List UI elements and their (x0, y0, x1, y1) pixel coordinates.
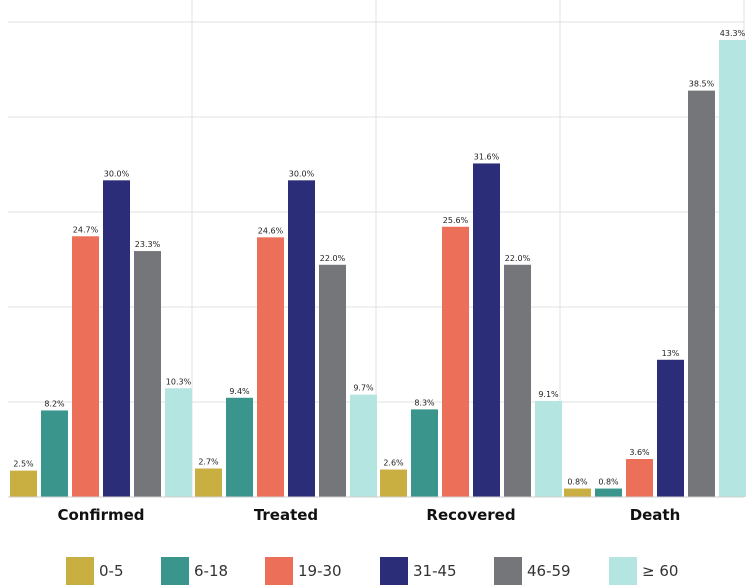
legend-swatch-4 (380, 557, 408, 585)
value-label-death-4: 13% (662, 349, 680, 358)
value-label-treated-2: 9.4% (229, 387, 250, 396)
value-label-treated-5: 22.0% (320, 254, 346, 263)
bar-recovered-4 (473, 163, 500, 497)
bar-death-3 (626, 459, 653, 497)
legend: 0-5 6-18 19-30 31-45 46-59 ≥ 60 (66, 557, 678, 585)
value-label-recovered-4: 31.6% (474, 152, 500, 161)
bar-treated-1 (195, 468, 222, 497)
legend-label-2: 6-18 (194, 562, 228, 580)
bar-treated-5 (319, 264, 346, 497)
bar-series (10, 39, 746, 498)
value-label-treated-1: 2.7% (198, 458, 219, 467)
category-label-confirmed: Confirmed (57, 506, 144, 524)
category-label-death: Death (630, 506, 681, 524)
bar-treated-4 (288, 180, 315, 498)
data-labels: 2.5% 8.2% 24.7% 30.0% 23.3% 10.3% 2.7% 9.4% 24.6… (13, 29, 745, 487)
value-label-recovered-5: 22.0% (505, 254, 531, 263)
legend-label-3: 19-30 (298, 562, 342, 580)
legend-swatch-5 (494, 557, 522, 585)
value-label-treated-6: 9.7% (353, 384, 374, 393)
value-label-death-1: 0.8% (567, 478, 588, 487)
bar-death-6 (719, 39, 746, 497)
category-label-treated: Treated (254, 506, 318, 524)
value-label-confirmed-5: 23.3% (135, 240, 161, 249)
legend-swatch-1 (66, 557, 94, 585)
legend-label-1: 0-5 (99, 562, 124, 580)
value-label-recovered-6: 9.1% (538, 390, 559, 399)
bar-recovered-3 (442, 226, 469, 497)
value-label-confirmed-3: 24.7% (73, 225, 99, 234)
legend-label-5: 46-59 (527, 562, 571, 580)
bar-treated-2 (226, 397, 253, 497)
bar-recovered-6 (535, 400, 562, 497)
bar-confirmed-1 (10, 470, 37, 497)
bar-confirmed-5 (134, 251, 161, 497)
bar-treated-3 (257, 237, 284, 498)
bar-confirmed-2 (41, 410, 68, 497)
value-label-recovered-3: 25.6% (443, 216, 469, 225)
value-label-confirmed-4: 30.0% (104, 169, 130, 178)
value-label-confirmed-1: 2.5% (13, 460, 34, 469)
value-label-treated-3: 24.6% (258, 226, 284, 235)
legend-swatch-6 (609, 557, 637, 585)
value-label-death-6: 43.3% (720, 29, 746, 38)
legend-swatch-2 (161, 557, 189, 585)
value-label-confirmed-2: 8.2% (44, 399, 65, 408)
value-label-confirmed-6: 10.3% (166, 377, 192, 386)
bar-recovered-2 (411, 409, 438, 497)
legend-swatch-3 (265, 557, 293, 585)
category-labels: Confirmed Treated Recovered Death (57, 506, 680, 524)
legend-label-4: 31-45 (413, 562, 457, 580)
bar-treated-6 (350, 394, 377, 497)
bar-confirmed-6 (165, 388, 192, 497)
value-label-recovered-1: 2.6% (383, 459, 404, 468)
value-label-treated-4: 30.0% (289, 169, 315, 178)
category-label-recovered: Recovered (426, 506, 515, 524)
legend-label-6: ≥ 60 (642, 562, 678, 580)
bar-death-4 (657, 359, 684, 497)
value-label-death-5: 38.5% (689, 80, 715, 89)
bar-recovered-1 (380, 469, 407, 497)
bar-confirmed-4 (103, 180, 130, 498)
value-label-death-2: 0.8% (598, 478, 619, 487)
bar-death-2 (595, 488, 622, 497)
bar-recovered-5 (504, 264, 531, 497)
bar-confirmed-3 (72, 236, 99, 497)
value-label-death-3: 3.6% (629, 448, 650, 457)
value-label-recovered-2: 8.3% (414, 398, 435, 407)
bar-death-5 (688, 90, 715, 497)
bar-death-1 (564, 488, 591, 497)
